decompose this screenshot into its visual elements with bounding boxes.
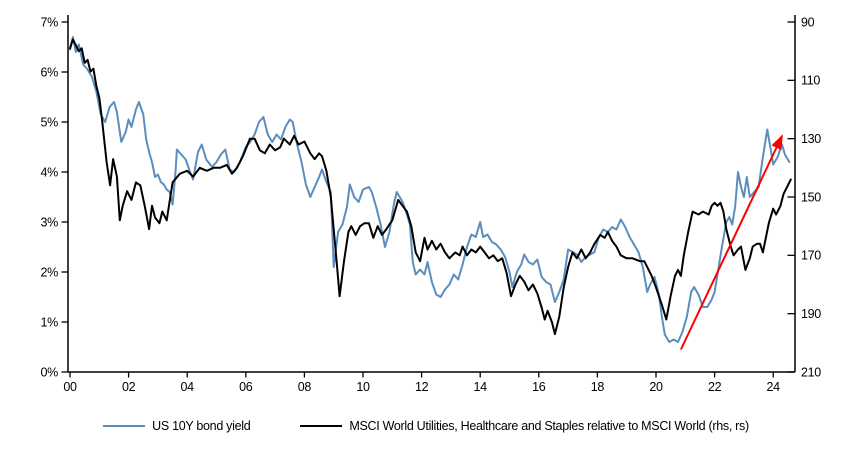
left-axis-ticks: 0% 1% 2% 3% 4% 5% 6% 7% (41, 15, 68, 379)
x-axis-tick-label: 12 (415, 380, 429, 394)
left-axis-tick-label: 3% (41, 215, 59, 229)
right-axis-ticks: 90 110 130 150 170 190 210 (787, 15, 822, 379)
x-axis-ticks: 00 02 04 06 08 10 12 14 16 18 20 22 24 (63, 372, 780, 394)
legend-label-us-10y: US 10Y bond yield (152, 419, 251, 433)
axes (67, 15, 796, 373)
left-axis-tick-label: 5% (41, 115, 59, 129)
right-axis-tick-label: 150 (801, 190, 821, 204)
legend-line-sample-black (300, 425, 343, 427)
x-axis-tick-label: 06 (239, 380, 253, 394)
x-axis-tick-label: 18 (591, 380, 605, 394)
left-axis-tick-label: 0% (41, 365, 59, 379)
x-axis-tick-label: 00 (63, 380, 77, 394)
x-axis-tick-label: 02 (122, 380, 136, 394)
chart-legend: US 10Y bond yield MSCI World Utilities, … (0, 419, 852, 433)
x-axis-tick-label: 10 (356, 380, 370, 394)
right-axis-tick-label: 90 (801, 15, 815, 29)
legend-item-us-10y: US 10Y bond yield (103, 419, 251, 433)
left-axis-tick-label: 1% (41, 315, 59, 329)
left-axis-tick-label: 2% (41, 265, 59, 279)
left-axis-tick-label: 4% (41, 165, 59, 179)
x-axis-tick-label: 08 (298, 380, 312, 394)
left-axis-tick-label: 7% (41, 15, 59, 29)
x-axis-tick-label: 16 (532, 380, 546, 394)
trend-arrow (680, 134, 783, 350)
right-axis-tick-label: 110 (801, 74, 820, 88)
us-10y-yield-line (69, 36, 791, 343)
right-axis-tick-label: 170 (801, 249, 821, 263)
msci-relative-line (69, 38, 792, 336)
right-axis-tick-label: 210 (801, 365, 821, 379)
legend-item-msci-relative: MSCI World Utilities, Healthcare and Sta… (300, 419, 749, 433)
right-axis-tick-label: 130 (801, 132, 821, 146)
x-axis-tick-label: 14 (474, 380, 488, 394)
dual-axis-line-chart: 0% 1% 2% 3% 4% 5% 6% 7% 90 110 130 150 170 190 210 00 02… (41, 15, 822, 394)
legend-label-msci-relative: MSCI World Utilities, Healthcare and Sta… (349, 419, 749, 433)
legend-line-sample-blue (103, 425, 146, 427)
right-axis-tick-label: 190 (801, 307, 821, 321)
x-axis-tick-label: 22 (708, 380, 722, 394)
x-axis-tick-label: 20 (649, 380, 663, 394)
x-axis-tick-label: 24 (767, 380, 781, 394)
left-axis-tick-label: 6% (41, 65, 59, 79)
x-axis-tick-label: 04 (181, 380, 195, 394)
